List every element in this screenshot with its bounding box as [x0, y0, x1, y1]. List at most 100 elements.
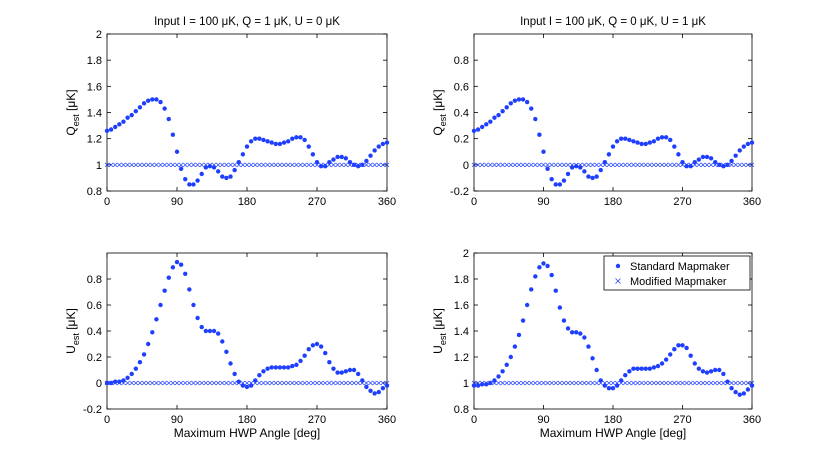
x-marker-stroke	[684, 380, 689, 386]
y-axis-label-symbol: U	[431, 345, 445, 354]
standard-mapmaker-point	[475, 127, 481, 132]
modified-mapmaker-point	[700, 380, 706, 386]
subplot-4: 0 90 180 270 360 0.8 1 1.2 1.4 1.6 1.8 2 Maximum HWP…	[431, 248, 761, 440]
y-axis-label-symbol: Q	[64, 126, 78, 135]
modified-mapmaker-point	[244, 162, 250, 168]
x-marker-stroke	[265, 380, 270, 386]
standard-mapmaker-point	[125, 115, 130, 120]
x-tick-label: 90	[537, 414, 549, 426]
standard-mapmaker-point	[306, 144, 311, 149]
modified-mapmaker-point	[384, 162, 390, 168]
standard-mapmaker-point	[569, 165, 575, 170]
standard-mapmaker-point	[323, 163, 328, 169]
modified-mapmaker-point	[162, 380, 167, 386]
x-marker-stroke	[376, 162, 382, 168]
standard-mapmaker-point	[207, 163, 213, 169]
modified-mapmaker-point	[335, 380, 340, 386]
standard-mapmaker-point	[729, 386, 734, 391]
standard-mapmaker-point	[285, 365, 291, 370]
x-marker-stroke	[199, 162, 204, 168]
y-axis-label-symbol: U	[64, 345, 78, 354]
x-tick-label: 270	[673, 196, 691, 208]
x-marker-stroke	[290, 162, 295, 168]
modified-mapmaker-point	[655, 380, 661, 386]
standard-mapmaker-point	[145, 341, 151, 347]
standard-mapmaker-point	[500, 108, 505, 114]
x-marker-stroke	[582, 380, 587, 386]
x-marker-stroke	[582, 162, 587, 168]
standard-mapmaker-point	[145, 98, 151, 103]
y-axis-label-subscript: est	[71, 114, 81, 127]
x-marker-stroke	[298, 380, 303, 386]
x-marker-stroke	[651, 162, 657, 168]
modified-mapmaker-point	[623, 380, 628, 386]
standard-mapmaker-point	[618, 378, 624, 383]
standard-mapmaker-point	[484, 122, 489, 127]
standard-mapmaker-point	[598, 167, 603, 173]
modified-mapmaker-point	[549, 162, 554, 168]
standard-mapmaker-point	[717, 162, 722, 168]
y-tick-label: -0.2	[83, 404, 102, 416]
x-marker-stroke	[721, 380, 726, 386]
standard-mapmaker-point	[351, 162, 357, 168]
standard-mapmaker-point	[335, 370, 340, 375]
standard-mapmaker-point	[355, 371, 361, 377]
standard-mapmaker-point	[651, 139, 657, 144]
standard-mapmaker-point	[240, 383, 246, 388]
x-marker-stroke	[545, 162, 550, 168]
standard-mapmaker-point	[561, 318, 567, 323]
standard-mapmaker-point	[236, 379, 241, 384]
standard-mapmaker-point	[232, 167, 237, 173]
y-tick-label: 1.8	[454, 274, 469, 286]
standard-mapmaker-point	[323, 350, 328, 356]
x-marker-stroke	[104, 162, 110, 168]
modified-mapmaker-point	[680, 380, 685, 386]
y-tick-label: 0.4	[87, 326, 102, 338]
x-marker-stroke	[745, 380, 751, 386]
x-marker-stroke	[228, 380, 233, 386]
modified-mapmaker-point	[639, 380, 644, 386]
standard-mapmaker-point	[623, 373, 628, 378]
standard-mapmaker-point	[574, 330, 579, 335]
standard-mapmaker-point	[655, 136, 661, 141]
modified-mapmaker-point	[154, 380, 159, 386]
standard-mapmaker-point	[614, 383, 620, 388]
x-marker-stroke	[364, 162, 369, 168]
x-marker-stroke	[232, 162, 237, 168]
x-tick-label: 270	[673, 414, 691, 426]
standard-mapmaker-point	[355, 163, 361, 169]
modified-mapmaker-point	[520, 380, 526, 386]
standard-mapmaker-point	[635, 366, 640, 371]
standard-mapmaker-point	[741, 144, 747, 149]
standard-mapmaker-point	[512, 344, 518, 349]
standard-mapmaker-point	[125, 375, 130, 380]
modified-mapmaker-point	[553, 162, 559, 168]
standard-mapmaker-point	[384, 383, 390, 388]
standard-mapmaker-point	[376, 389, 381, 395]
y-tick-label: 1.6	[454, 300, 469, 312]
modified-mapmaker-point	[627, 162, 632, 168]
standard-mapmaker-point	[121, 119, 126, 124]
standard-mapmaker-point	[339, 370, 344, 375]
x-marker-stroke	[129, 380, 134, 386]
x-marker-stroke	[749, 162, 755, 168]
modified-mapmaker-point	[322, 380, 328, 386]
x-marker-stroke	[524, 162, 530, 168]
x-marker-stroke	[512, 380, 518, 386]
modified-mapmaker-point	[281, 380, 287, 386]
standard-mapmaker-point	[676, 152, 681, 157]
standard-mapmaker-point	[178, 262, 184, 267]
modified-mapmaker-point	[265, 162, 270, 168]
standard-mapmaker-point	[265, 139, 270, 144]
modified-mapmaker-point	[721, 380, 726, 386]
modified-mapmaker-point	[717, 380, 722, 386]
x-marker-stroke	[696, 162, 702, 168]
x-marker-stroke	[533, 162, 538, 168]
x-marker-stroke	[133, 380, 139, 386]
modified-mapmaker-point	[578, 380, 583, 386]
standard-mapmaker-point	[265, 366, 270, 371]
y-tick-label: 2	[463, 248, 469, 260]
standard-mapmaker-point	[655, 363, 661, 369]
x-marker-stroke	[310, 380, 316, 386]
